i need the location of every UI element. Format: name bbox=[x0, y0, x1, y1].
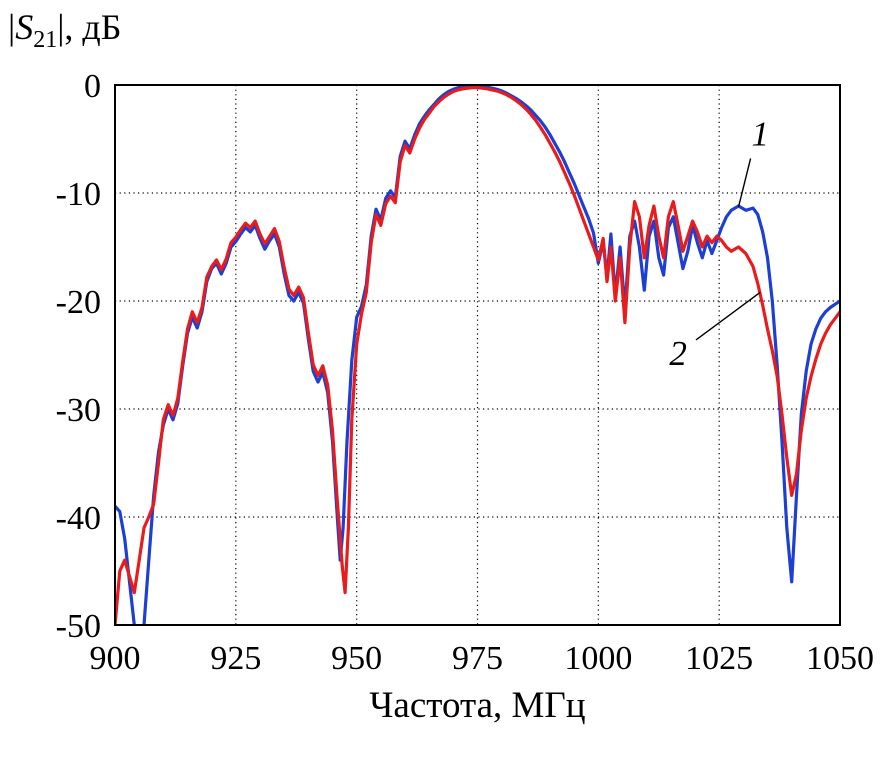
x-tick-label: 900 bbox=[90, 640, 141, 677]
curve-label-1: 1 bbox=[752, 115, 770, 154]
y-axis-title-symbol: S bbox=[15, 7, 34, 47]
x-tick-label: 1000 bbox=[564, 640, 632, 677]
y-tick-label: -40 bbox=[56, 500, 101, 537]
y-axis-title: |S21|, дБ bbox=[8, 7, 122, 54]
y-axis-title-pre: | bbox=[8, 7, 16, 47]
x-tick-label: 925 bbox=[210, 640, 261, 677]
x-tick-label: 1050 bbox=[806, 640, 874, 677]
y-tick-label: -20 bbox=[56, 284, 101, 321]
plot-border bbox=[114, 84, 841, 626]
series-line-1 bbox=[115, 85, 840, 625]
x-tick-label: 975 bbox=[452, 640, 503, 677]
curve-label-2: 2 bbox=[669, 334, 687, 373]
annotation-leader-line-2 bbox=[695, 291, 761, 341]
y-tick-label: -30 bbox=[56, 392, 101, 429]
y-tick-label: -50 bbox=[56, 608, 101, 645]
annotation-leader-line-1 bbox=[737, 158, 752, 208]
series-line-2 bbox=[115, 86, 840, 625]
y-tick-label: 0 bbox=[84, 68, 101, 105]
x-tick-label: 1025 bbox=[685, 640, 753, 677]
y-axis-title-post: |, дБ bbox=[57, 7, 122, 47]
x-axis-title: Частота, МГц bbox=[369, 685, 586, 726]
y-tick-label: -10 bbox=[56, 176, 101, 213]
x-tick-label: 950 bbox=[331, 640, 382, 677]
y-axis-title-subscript: 21 bbox=[33, 27, 58, 54]
